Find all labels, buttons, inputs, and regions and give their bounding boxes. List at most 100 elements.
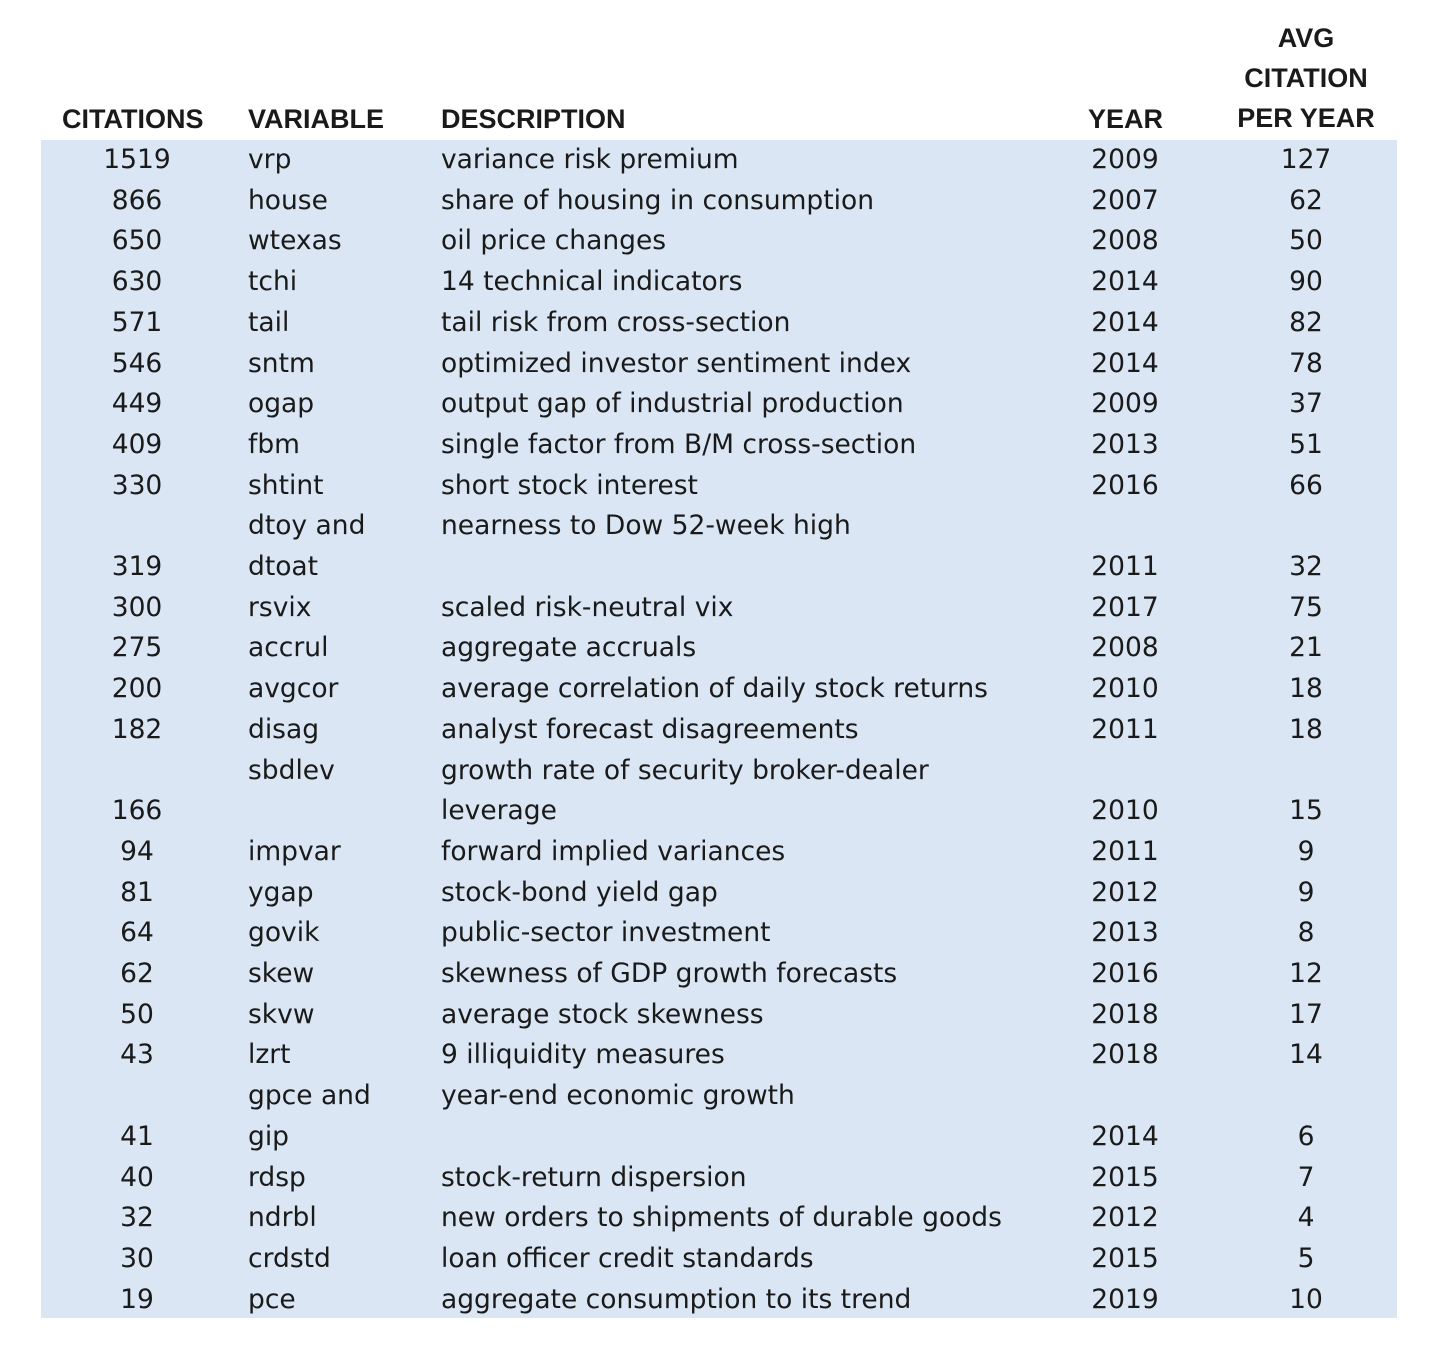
table-row: 650 wtexas oil price changes 2008 50 [41,221,1397,262]
cell-description: 9 illiquidity measures [441,1035,725,1076]
cell-variable-line: dtoat [248,551,319,582]
cell-year: 2011 [1091,835,1159,867]
cell-citations: 40 [120,1161,154,1193]
header-year: YEAR [1088,104,1164,134]
cell-variable: govik [248,913,319,954]
cell-year: 2012 [1091,1202,1159,1234]
cell-year: 2008 [1091,225,1159,257]
cell-citations: 19 [120,1283,154,1315]
cell-avg-citation: 50 [1289,225,1323,257]
cell-year: 2018 [1091,1039,1159,1071]
cell-year: 2011 [1091,713,1159,745]
cell-citations: 64 [120,917,154,949]
cell-description: new orders to shipments of durable goods [441,1198,1002,1239]
cell-citations: 1519 [103,144,171,175]
cell-description: optimized investor sentiment index [441,344,911,385]
cell-year: 2014 [1091,266,1159,298]
table-row: 62 skew skewness of GDP growth forecasts 20… [41,954,1397,995]
cell-variable-line: sbdlev [248,754,335,786]
cell-variable: rsvix [248,588,311,629]
table-row: 32 ndrbl new orders to shipments of durabl… [41,1198,1397,1239]
cell-description-line: output gap of industrial production [441,388,904,420]
cell-variable-line: skvw [248,998,315,1030]
cell-citations: 449 [111,388,163,420]
cell-avg-citation: 15 [1289,795,1323,827]
cell-description: aggregate accruals [441,628,696,669]
cell-variable: pce [248,1280,296,1321]
cell-avg-citation: 10 [1289,1283,1323,1315]
cell-citations: 546 [111,347,163,379]
cell-avg-citation: 75 [1289,591,1323,623]
cell-citations: 41 [120,1120,154,1152]
cell-avg-citation: 6 [1297,1120,1315,1152]
cell-description-line: nearness to Dow 52-week high [441,510,851,542]
cell-description: scaled risk-neutral vix [441,588,733,629]
cell-description: analyst forecast disagreements [441,710,859,751]
table-row: 319 dtoy and dtoat nearness to Dow 52-week … [41,506,1397,587]
cell-variable: ndrbl [248,1198,317,1239]
cell-description: stock-return dispersion [441,1158,747,1199]
cell-variable: impvar [248,832,341,873]
cell-description: oil price changes [441,221,666,262]
cell-variable-line: skew [248,958,315,989]
cell-year: 2016 [1091,469,1159,501]
cell-description-line: leverage [441,795,557,827]
cell-description-line: analyst forecast disagreements [441,713,859,745]
cell-avg-citation: 4 [1297,1202,1315,1234]
cell-variable: skew [248,954,314,995]
cell-variable-line: avgcor [248,673,339,705]
cell-variable: fbm [248,425,300,466]
cell-description: average correlation of daily stock retur… [441,669,988,710]
cell-year: 2014 [1091,306,1159,338]
cell-variable-line: ogap [248,388,315,420]
cell-description-line: skewness of GDP growth forecasts [441,958,898,989]
cell-description: forward implied variances [441,832,785,873]
table-row: 571 tail tail risk from cross-section 2014 8… [41,303,1397,344]
cell-variable: house [248,181,328,222]
cell-description: variance risk premium [441,140,739,181]
table-row: 94 impvar forward implied variances 2011 9 [41,832,1397,873]
cell-description: aggregate consumption to its trend [441,1280,911,1321]
cell-citations: 43 [120,1039,154,1071]
cell-avg-citation: 14 [1289,1039,1323,1071]
cell-avg-citation: 90 [1289,266,1323,298]
cell-avg-citation: 21 [1289,632,1323,664]
cell-citations: 30 [120,1242,154,1274]
cell-year: 2010 [1091,673,1159,705]
cell-year: 2016 [1091,958,1159,989]
cell-description: stock-bond yield gap [441,873,718,914]
cell-variable-line: lzrt [248,1039,291,1071]
cell-year: 2013 [1091,428,1159,460]
table-row: 30 crdstd loan officer credit standards 201… [41,1239,1397,1280]
table-row: 166 sbdlev growth rate of security broker-… [41,751,1397,832]
cell-avg-citation: 9 [1297,835,1315,867]
cell-description-line: variance risk premium [441,144,739,175]
cell-description-line: stock-bond yield gap [441,876,718,908]
cell-year: 2017 [1091,591,1159,623]
cell-year: 2013 [1091,917,1159,949]
table-row: 275 accrul aggregate accruals 2008 21 [41,628,1397,669]
cell-variable-line: wtexas [248,225,342,257]
table-row: 330 shtint short stock interest 2016 66 [41,466,1397,507]
cell-avg-citation: 12 [1289,958,1323,989]
table-row: 866 house share of housing in consumption 2… [41,181,1397,222]
cell-avg-citation: 32 [1289,550,1323,582]
table-row: 1519 vrp variance risk premium 2009 127 [41,140,1397,181]
cell-avg-citation: 37 [1289,388,1323,420]
cell-variable: ygap [248,873,314,914]
table-row: 64 govik public-sector investment 2013 8 [41,913,1397,954]
cell-description-line: tail risk from cross-section [441,306,791,338]
cell-description-line: aggregate consumption to its trend [441,1283,912,1315]
cell-description: growth rate of security broker-dealer lev… [441,751,929,832]
cell-citations: 630 [111,266,163,298]
table-row: 300 rsvix scaled risk-neutral vix 2017 75 [41,588,1397,629]
cell-description: average stock skewness [441,995,764,1036]
cell-citations: 866 [111,184,163,216]
cell-citations: 94 [120,835,154,867]
cell-citations: 81 [120,876,154,908]
cell-description-line: year-end economic growth [441,1080,795,1112]
cell-variable: wtexas [248,221,342,262]
cell-citations: 300 [111,591,163,623]
cell-citations: 62 [120,958,154,989]
cell-citations: 275 [111,632,163,664]
